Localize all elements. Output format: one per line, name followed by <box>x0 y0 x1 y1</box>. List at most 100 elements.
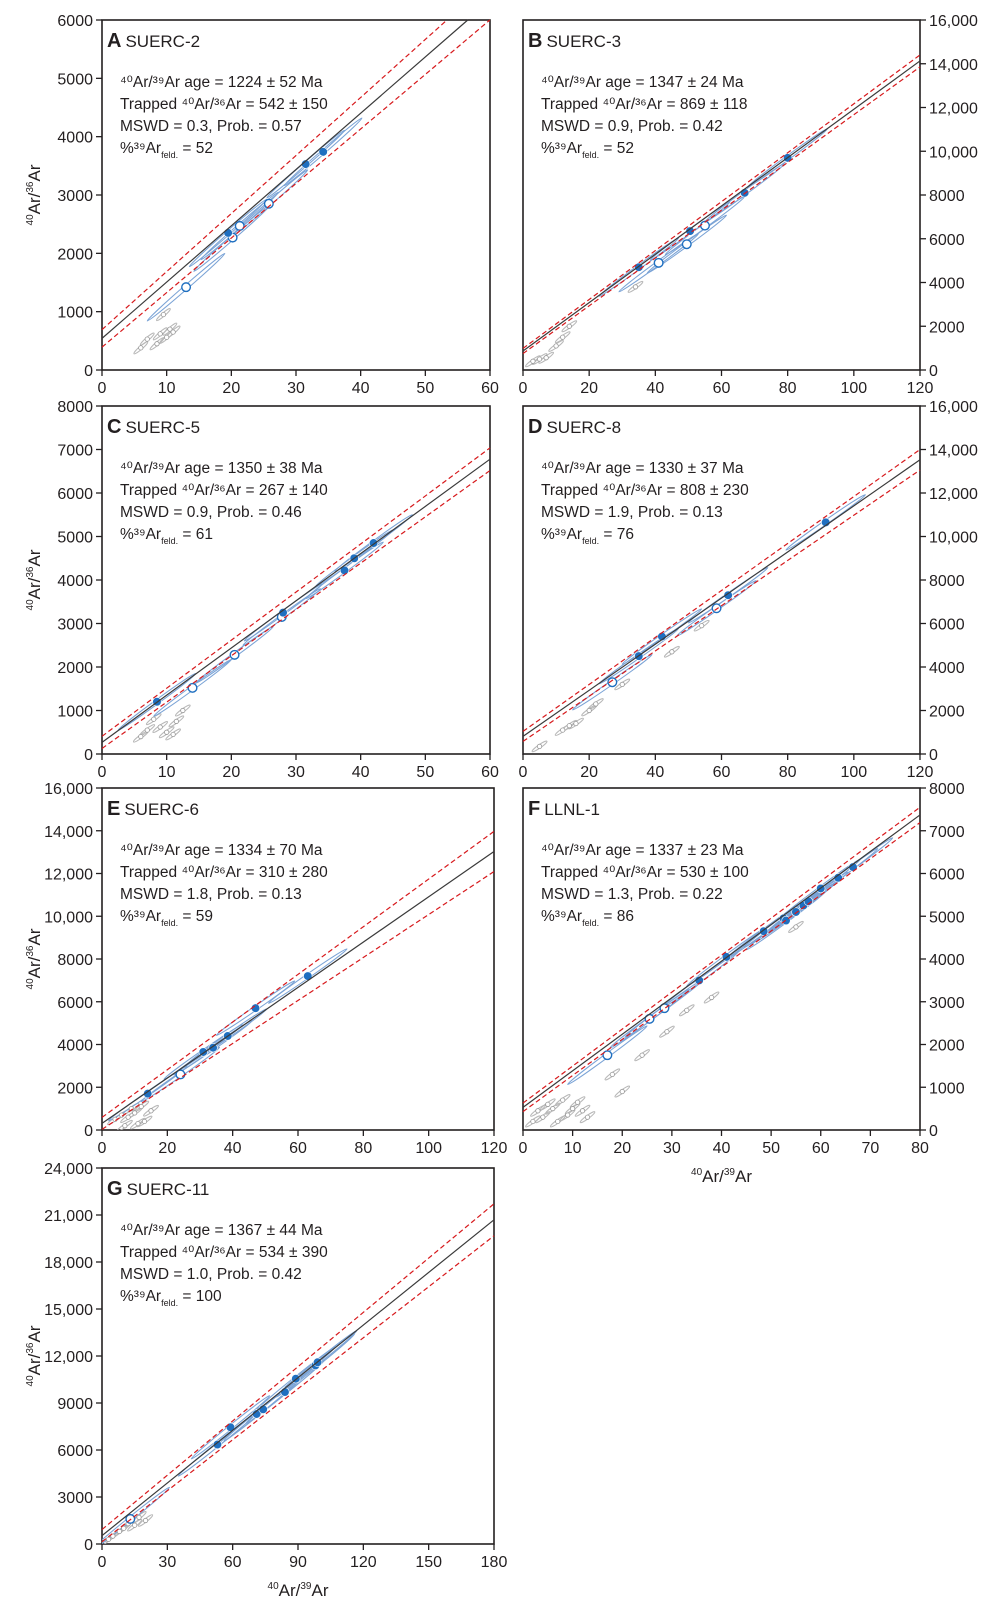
plot-frame <box>101 405 491 755</box>
y-axis-title: 40Ar/36Ar <box>25 549 44 610</box>
excluded-data-point <box>530 1118 536 1125</box>
open-data-point <box>234 220 245 231</box>
x-tick-label: 20 <box>613 1140 631 1157</box>
annotation-line: Trapped ⁴⁰Ar/³⁶Ar = 869 ± 118 <box>541 96 748 113</box>
x-tick-label: 120 <box>481 1140 508 1157</box>
annotation-line: %³⁹Arfeld. = 76 <box>541 526 634 546</box>
isochron-fit-line <box>522 459 921 737</box>
y-tick-label: 16,000 <box>44 781 93 798</box>
excluded-data-point <box>536 743 543 749</box>
excluded-data-point <box>566 323 572 329</box>
y-tick-label: 12,000 <box>44 867 93 884</box>
y-tick-label: 21,000 <box>44 1208 93 1225</box>
excluded-data-point <box>135 1120 141 1127</box>
plot-area <box>133 117 363 355</box>
excluded-data-point <box>530 358 536 364</box>
x-tick-label: 80 <box>779 380 797 397</box>
y-tick-label: 4000 <box>57 1038 93 1055</box>
x-tick-label: 0 <box>98 1554 107 1571</box>
excluded-data-point <box>684 1007 690 1013</box>
svg-text:40Ar/39Ar: 40Ar/39Ar <box>691 1167 752 1186</box>
error-envelope-upper <box>522 54 921 349</box>
filled-data-point <box>685 226 695 236</box>
x-tick-label: 50 <box>762 1140 780 1157</box>
y-tick-label: 2000 <box>929 704 965 721</box>
plot-frame <box>522 787 921 1131</box>
annotation-line: MSWD = 1.9, Prob. = 0.13 <box>541 504 723 521</box>
excluded-data-point <box>125 1114 131 1120</box>
panel-f: 0 10 20 30 40 50 60 70 8001000200030004000500060… <box>519 781 965 1186</box>
filled-data-point <box>223 228 233 238</box>
excluded-data-point <box>138 1103 144 1110</box>
x-tick-label: 40 <box>646 380 664 397</box>
y-tick-label: 5000 <box>929 909 965 926</box>
error-envelope-lower <box>522 469 921 742</box>
excluded-data-point <box>138 733 144 740</box>
excluded-data-point <box>170 731 176 738</box>
plot-frame <box>522 19 921 371</box>
plot-area <box>531 494 866 753</box>
excluded-data-point <box>553 343 559 349</box>
open-data-point <box>653 257 664 268</box>
y-tick-label: 6000 <box>929 867 965 884</box>
isochron-fit-line <box>101 1219 495 1537</box>
isochron-fit-line <box>101 458 491 743</box>
x-tick-label: 80 <box>354 1140 372 1157</box>
y-tick-label: 16,000 <box>929 399 978 416</box>
x-tick-label: 60 <box>713 380 731 397</box>
excluded-data-point <box>669 649 675 655</box>
panel-e: 0 20 40 60 80 100 120 0 2000 4000 6000 8000 10,000 12… <box>25 781 507 1157</box>
panel-title: E SUERC-6 <box>107 798 199 820</box>
y-tick-label: 4000 <box>57 573 93 590</box>
x-tick-label: 40 <box>646 764 664 781</box>
x-tick-label: 30 <box>287 764 305 781</box>
y-tick-label: 2000 <box>57 660 93 677</box>
error-envelope-upper <box>522 449 921 732</box>
panel-title: G SUERC-11 <box>107 1178 209 1200</box>
y-tick-label: 0 <box>84 363 93 380</box>
y-tick-label: 4000 <box>57 130 93 147</box>
error-envelope-lower <box>522 66 921 355</box>
x-tick-label: 80 <box>779 764 797 781</box>
panel-title: F LLNL-1 <box>528 798 600 820</box>
annotation-line: MSWD = 0.9, Prob. = 0.46 <box>120 504 302 521</box>
x-tick-label: 0 <box>519 764 528 781</box>
y-tick-label: 0 <box>929 363 938 380</box>
annotation-line: %³⁹Arfeld. = 52 <box>541 140 634 160</box>
excluded-data-point <box>619 1088 625 1095</box>
annotation-line: MSWD = 1.0, Prob. = 0.42 <box>120 1266 302 1283</box>
isochron-fit-line <box>101 850 495 1124</box>
y-tick-label: 8000 <box>929 781 965 798</box>
y-tick-label: 5000 <box>57 530 93 547</box>
filled-data-point <box>278 608 288 618</box>
x-tick-label: 60 <box>713 764 731 781</box>
excluded-data-point <box>164 729 170 735</box>
x-tick-label: 30 <box>287 380 305 397</box>
annotation-line: Trapped ⁴⁰Ar/³⁶Ar = 542 ± 150 <box>120 96 328 113</box>
excluded-data-point <box>154 341 160 347</box>
svg-text:40Ar/39Ar: 40Ar/39Ar <box>268 1581 329 1600</box>
error-envelope-lower <box>101 871 495 1130</box>
y-tick-label: 3000 <box>929 995 965 1012</box>
error-envelope-upper <box>522 806 921 1104</box>
x-tick-label: 10 <box>158 380 176 397</box>
excluded-data-point <box>574 1099 581 1105</box>
y-tick-label: 10,000 <box>929 144 978 161</box>
filled-data-point <box>318 147 328 157</box>
excluded-data-point <box>565 1112 571 1118</box>
x-tick-label: 100 <box>840 764 867 781</box>
isochron-fit-line <box>522 814 921 1108</box>
svg-text:40Ar/36Ar: 40Ar/36Ar <box>25 164 44 225</box>
excluded-data-point <box>105 1536 112 1542</box>
svg-text:40Ar/36Ar: 40Ar/36Ar <box>25 549 44 610</box>
excluded-data-point <box>540 1114 546 1120</box>
x-tick-label: 60 <box>481 380 499 397</box>
excluded-data-point <box>138 345 144 351</box>
y-axis-title: 40Ar/36Ar <box>25 164 44 225</box>
x-tick-label: 0 <box>98 1140 107 1157</box>
excluded-data-point <box>536 356 543 362</box>
excluded-data-point <box>708 994 715 1001</box>
error-envelope-lower <box>101 19 491 348</box>
x-tick-label: 20 <box>222 764 240 781</box>
x-axis-title: 40Ar/39Ar <box>268 1581 329 1600</box>
